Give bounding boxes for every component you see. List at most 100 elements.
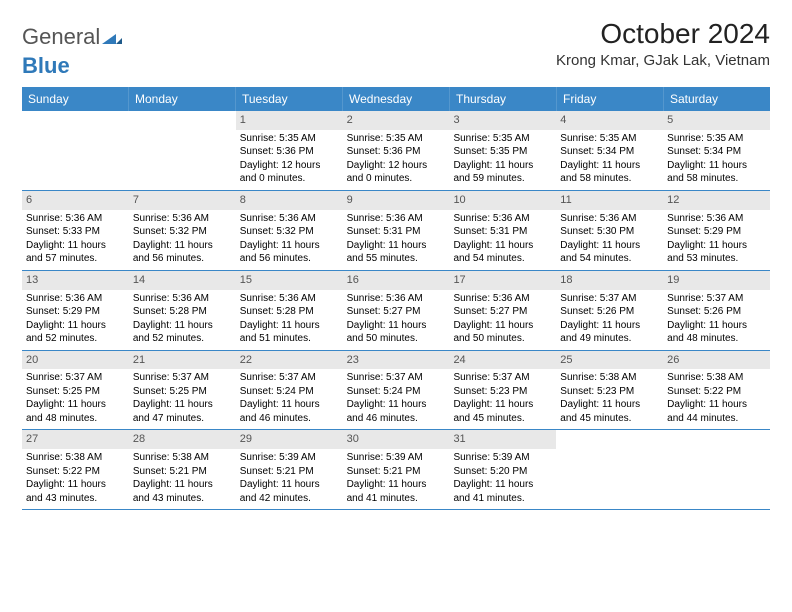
day-number: 26 xyxy=(663,351,770,370)
sunrise-text: Sunrise: 5:37 AM xyxy=(667,292,766,306)
daylight-text: Daylight: 11 hours and 45 minutes. xyxy=(453,398,552,425)
sunset-text: Sunset: 5:21 PM xyxy=(133,465,232,479)
sunrise-text: Sunrise: 5:36 AM xyxy=(26,292,125,306)
cell-body: Sunrise: 5:36 AMSunset: 5:28 PMDaylight:… xyxy=(236,290,343,350)
sunset-text: Sunset: 5:21 PM xyxy=(240,465,339,479)
day-number: 17 xyxy=(449,271,556,290)
calendar: Sunday Monday Tuesday Wednesday Thursday… xyxy=(22,87,770,510)
daylight-text: Daylight: 11 hours and 41 minutes. xyxy=(453,478,552,505)
sunset-text: Sunset: 5:28 PM xyxy=(133,305,232,319)
calendar-cell: 15Sunrise: 5:36 AMSunset: 5:28 PMDayligh… xyxy=(236,271,343,350)
calendar-cell: 23Sunrise: 5:37 AMSunset: 5:24 PMDayligh… xyxy=(343,351,450,430)
day-number: 23 xyxy=(343,351,450,370)
sunrise-text: Sunrise: 5:39 AM xyxy=(347,451,446,465)
sunset-text: Sunset: 5:36 PM xyxy=(240,145,339,159)
day-number: 15 xyxy=(236,271,343,290)
sunset-text: Sunset: 5:33 PM xyxy=(26,225,125,239)
sunset-text: Sunset: 5:22 PM xyxy=(26,465,125,479)
sunset-text: Sunset: 5:32 PM xyxy=(133,225,232,239)
daylight-text: Daylight: 11 hours and 55 minutes. xyxy=(347,239,446,266)
sunrise-text: Sunrise: 5:37 AM xyxy=(453,371,552,385)
day-number: 5 xyxy=(663,111,770,130)
sunset-text: Sunset: 5:28 PM xyxy=(240,305,339,319)
sunset-text: Sunset: 5:24 PM xyxy=(240,385,339,399)
cell-body: Sunrise: 5:38 AMSunset: 5:22 PMDaylight:… xyxy=(663,369,770,429)
cell-body: Sunrise: 5:39 AMSunset: 5:20 PMDaylight:… xyxy=(449,449,556,509)
calendar-cell: 18Sunrise: 5:37 AMSunset: 5:26 PMDayligh… xyxy=(556,271,663,350)
day-number: 6 xyxy=(22,191,129,210)
sunrise-text: Sunrise: 5:35 AM xyxy=(240,132,339,146)
cell-body: Sunrise: 5:36 AMSunset: 5:33 PMDaylight:… xyxy=(22,210,129,270)
day-number: 9 xyxy=(343,191,450,210)
calendar-cell: 22Sunrise: 5:37 AMSunset: 5:24 PMDayligh… xyxy=(236,351,343,430)
calendar-cell: 17Sunrise: 5:36 AMSunset: 5:27 PMDayligh… xyxy=(449,271,556,350)
sunset-text: Sunset: 5:29 PM xyxy=(26,305,125,319)
calendar-cell xyxy=(556,430,663,509)
cell-body: Sunrise: 5:36 AMSunset: 5:28 PMDaylight:… xyxy=(129,290,236,350)
weeks-container: 1Sunrise: 5:35 AMSunset: 5:36 PMDaylight… xyxy=(22,111,770,510)
calendar-cell: 24Sunrise: 5:37 AMSunset: 5:23 PMDayligh… xyxy=(449,351,556,430)
cell-body: Sunrise: 5:35 AMSunset: 5:36 PMDaylight:… xyxy=(343,130,450,190)
calendar-cell: 13Sunrise: 5:36 AMSunset: 5:29 PMDayligh… xyxy=(22,271,129,350)
daylight-text: Daylight: 11 hours and 50 minutes. xyxy=(453,319,552,346)
calendar-cell xyxy=(129,111,236,190)
calendar-cell: 31Sunrise: 5:39 AMSunset: 5:20 PMDayligh… xyxy=(449,430,556,509)
week-row: 1Sunrise: 5:35 AMSunset: 5:36 PMDaylight… xyxy=(22,111,770,191)
daylight-text: Daylight: 11 hours and 48 minutes. xyxy=(667,319,766,346)
calendar-cell: 25Sunrise: 5:38 AMSunset: 5:23 PMDayligh… xyxy=(556,351,663,430)
sunrise-text: Sunrise: 5:36 AM xyxy=(347,292,446,306)
sunset-text: Sunset: 5:30 PM xyxy=(560,225,659,239)
sunrise-text: Sunrise: 5:36 AM xyxy=(347,212,446,226)
calendar-cell: 1Sunrise: 5:35 AMSunset: 5:36 PMDaylight… xyxy=(236,111,343,190)
daylight-text: Daylight: 11 hours and 56 minutes. xyxy=(240,239,339,266)
sunset-text: Sunset: 5:23 PM xyxy=(560,385,659,399)
day-header-mon: Monday xyxy=(129,87,236,111)
sunset-text: Sunset: 5:26 PM xyxy=(667,305,766,319)
daylight-text: Daylight: 11 hours and 58 minutes. xyxy=(667,159,766,186)
day-header-sat: Saturday xyxy=(664,87,770,111)
sunrise-text: Sunrise: 5:38 AM xyxy=(133,451,232,465)
calendar-cell: 3Sunrise: 5:35 AMSunset: 5:35 PMDaylight… xyxy=(449,111,556,190)
sunrise-text: Sunrise: 5:37 AM xyxy=(560,292,659,306)
sunrise-text: Sunrise: 5:38 AM xyxy=(667,371,766,385)
cell-body: Sunrise: 5:37 AMSunset: 5:26 PMDaylight:… xyxy=(556,290,663,350)
day-number: 30 xyxy=(343,430,450,449)
daylight-text: Daylight: 11 hours and 43 minutes. xyxy=(133,478,232,505)
sunrise-text: Sunrise: 5:39 AM xyxy=(240,451,339,465)
cell-body: Sunrise: 5:38 AMSunset: 5:21 PMDaylight:… xyxy=(129,449,236,509)
day-number: 12 xyxy=(663,191,770,210)
sunrise-text: Sunrise: 5:37 AM xyxy=(347,371,446,385)
sunset-text: Sunset: 5:22 PM xyxy=(667,385,766,399)
calendar-cell: 27Sunrise: 5:38 AMSunset: 5:22 PMDayligh… xyxy=(22,430,129,509)
week-row: 13Sunrise: 5:36 AMSunset: 5:29 PMDayligh… xyxy=(22,271,770,351)
calendar-cell: 10Sunrise: 5:36 AMSunset: 5:31 PMDayligh… xyxy=(449,191,556,270)
sunrise-text: Sunrise: 5:35 AM xyxy=(453,132,552,146)
daylight-text: Daylight: 11 hours and 58 minutes. xyxy=(560,159,659,186)
cell-body: Sunrise: 5:36 AMSunset: 5:32 PMDaylight:… xyxy=(129,210,236,270)
calendar-cell: 5Sunrise: 5:35 AMSunset: 5:34 PMDaylight… xyxy=(663,111,770,190)
daylight-text: Daylight: 11 hours and 56 minutes. xyxy=(133,239,232,266)
calendar-cell: 6Sunrise: 5:36 AMSunset: 5:33 PMDaylight… xyxy=(22,191,129,270)
daylight-text: Daylight: 11 hours and 41 minutes. xyxy=(347,478,446,505)
daylight-text: Daylight: 12 hours and 0 minutes. xyxy=(240,159,339,186)
daylight-text: Daylight: 11 hours and 52 minutes. xyxy=(26,319,125,346)
location: Krong Kmar, GJak Lak, Vietnam xyxy=(556,52,770,69)
daylight-text: Daylight: 11 hours and 45 minutes. xyxy=(560,398,659,425)
cell-body: Sunrise: 5:37 AMSunset: 5:23 PMDaylight:… xyxy=(449,369,556,429)
cell-body: Sunrise: 5:39 AMSunset: 5:21 PMDaylight:… xyxy=(343,449,450,509)
sunrise-text: Sunrise: 5:35 AM xyxy=(560,132,659,146)
sunrise-text: Sunrise: 5:38 AM xyxy=(560,371,659,385)
sunset-text: Sunset: 5:26 PM xyxy=(560,305,659,319)
cell-body: Sunrise: 5:35 AMSunset: 5:34 PMDaylight:… xyxy=(556,130,663,190)
daylight-text: Daylight: 11 hours and 46 minutes. xyxy=(347,398,446,425)
sunset-text: Sunset: 5:31 PM xyxy=(347,225,446,239)
sunset-text: Sunset: 5:27 PM xyxy=(347,305,446,319)
calendar-cell: 12Sunrise: 5:36 AMSunset: 5:29 PMDayligh… xyxy=(663,191,770,270)
sunset-text: Sunset: 5:34 PM xyxy=(560,145,659,159)
daylight-text: Daylight: 11 hours and 49 minutes. xyxy=(560,319,659,346)
sunrise-text: Sunrise: 5:39 AM xyxy=(453,451,552,465)
cell-body: Sunrise: 5:37 AMSunset: 5:24 PMDaylight:… xyxy=(236,369,343,429)
cell-body: Sunrise: 5:36 AMSunset: 5:29 PMDaylight:… xyxy=(663,210,770,270)
sunset-text: Sunset: 5:25 PM xyxy=(26,385,125,399)
cell-body: Sunrise: 5:37 AMSunset: 5:25 PMDaylight:… xyxy=(129,369,236,429)
